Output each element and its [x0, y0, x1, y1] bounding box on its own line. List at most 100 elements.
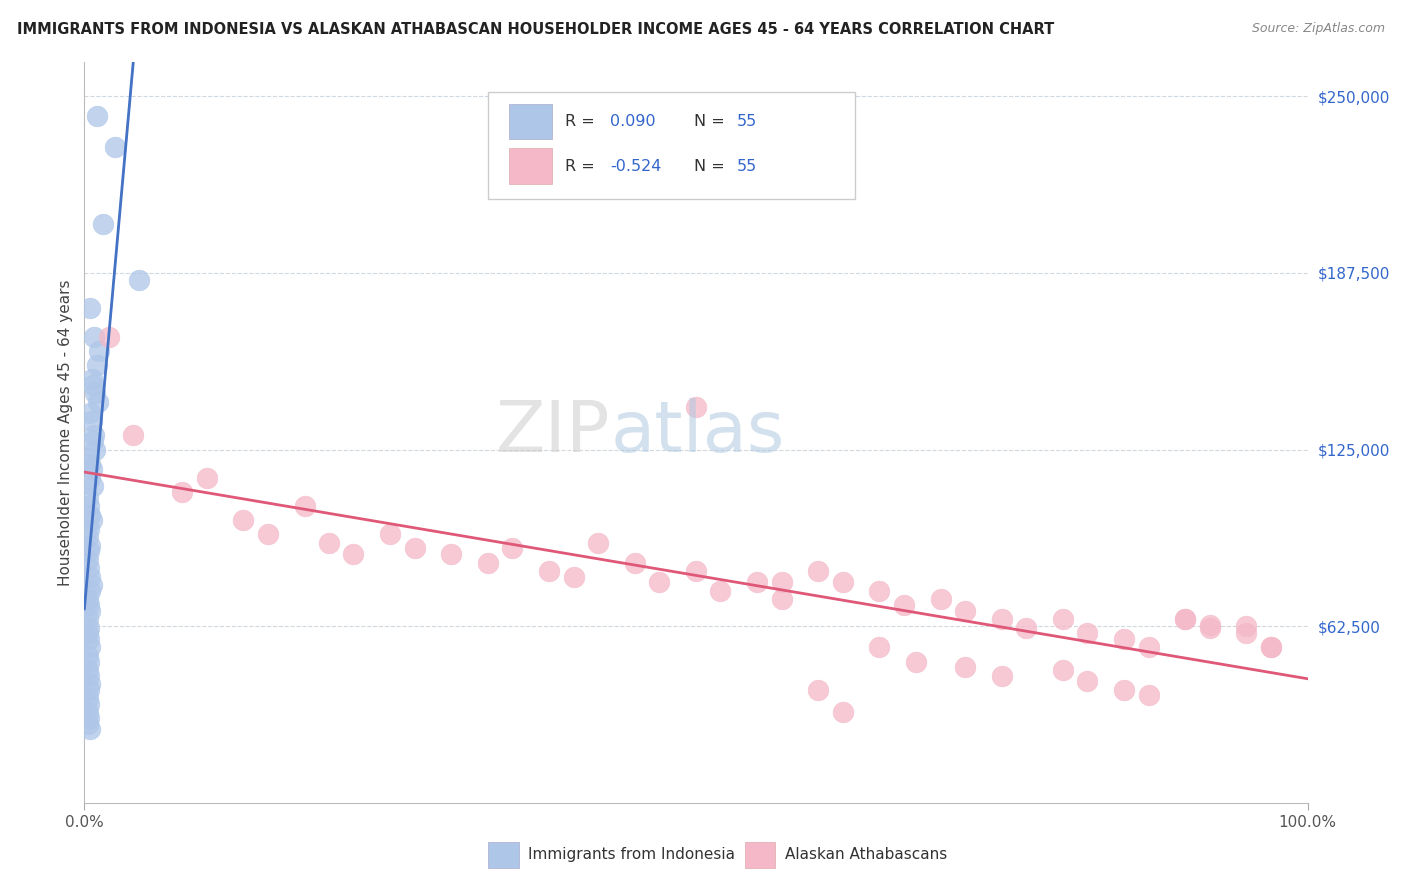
Text: R =: R =	[565, 114, 600, 129]
Point	[1114, 682, 1136, 697]
Text: ZIP: ZIP	[496, 398, 610, 467]
Text: IMMIGRANTS FROM INDONESIA VS ALASKAN ATHABASCAN HOUSEHOLDER INCOME AGES 45 - 64 : IMMIGRANTS FROM INDONESIA VS ALASKAN ATH…	[17, 22, 1054, 37]
Point	[257, 527, 280, 541]
Point	[91, 217, 114, 231]
Point	[1174, 612, 1197, 626]
Text: 55: 55	[737, 114, 756, 129]
Point	[87, 343, 110, 358]
Point	[79, 677, 101, 691]
FancyBboxPatch shape	[509, 148, 551, 184]
Point	[624, 556, 647, 570]
Point	[77, 668, 100, 682]
Point	[77, 553, 100, 567]
FancyBboxPatch shape	[509, 103, 551, 139]
Text: Alaskan Athabascans: Alaskan Athabascans	[786, 847, 948, 863]
Point	[770, 575, 793, 590]
Point	[80, 372, 103, 386]
Point	[232, 513, 254, 527]
Point	[893, 598, 915, 612]
Point	[79, 570, 101, 584]
Point	[79, 301, 101, 316]
Point	[1052, 663, 1074, 677]
Point	[685, 564, 707, 578]
Point	[87, 394, 110, 409]
Point	[77, 626, 100, 640]
Point	[1114, 632, 1136, 646]
Point	[1076, 626, 1098, 640]
Point	[79, 723, 101, 737]
Point	[80, 513, 103, 527]
Point	[1198, 621, 1220, 635]
Point	[831, 706, 853, 720]
Point	[869, 583, 891, 598]
Point	[104, 140, 127, 154]
Point	[79, 471, 101, 485]
Point	[502, 541, 524, 556]
Point	[80, 578, 103, 592]
Point	[991, 612, 1014, 626]
Point	[869, 640, 891, 655]
Point	[929, 592, 952, 607]
Point	[709, 583, 731, 598]
Point	[831, 575, 853, 590]
Point	[1076, 674, 1098, 689]
Point	[77, 612, 100, 626]
Text: Source: ZipAtlas.com: Source: ZipAtlas.com	[1251, 22, 1385, 36]
Point	[807, 682, 830, 697]
FancyBboxPatch shape	[488, 92, 855, 200]
Point	[84, 386, 107, 401]
Point	[1236, 626, 1258, 640]
Point	[195, 471, 218, 485]
Point	[86, 358, 108, 372]
Point	[77, 621, 100, 635]
Point	[905, 655, 928, 669]
Point	[79, 583, 101, 598]
Point	[77, 632, 100, 646]
Point	[82, 479, 104, 493]
Point	[77, 711, 100, 725]
Point	[128, 273, 150, 287]
Text: -0.524: -0.524	[610, 159, 662, 174]
Point	[79, 457, 101, 471]
Point	[807, 564, 830, 578]
Point	[404, 541, 426, 556]
Point	[97, 329, 120, 343]
Point	[79, 640, 101, 655]
Point	[122, 428, 145, 442]
Point	[77, 691, 100, 706]
Point	[86, 109, 108, 123]
Point	[77, 451, 100, 466]
Point	[953, 660, 976, 674]
Text: Immigrants from Indonesia: Immigrants from Indonesia	[529, 847, 735, 863]
Point	[318, 536, 340, 550]
Point	[77, 544, 100, 558]
Point	[1236, 619, 1258, 633]
Point	[1260, 640, 1282, 655]
Point	[77, 655, 100, 669]
Text: N =: N =	[693, 159, 730, 174]
Point	[1260, 640, 1282, 655]
Point	[82, 377, 104, 392]
Point	[83, 329, 105, 343]
Point	[77, 697, 100, 711]
Point	[77, 598, 100, 612]
Point	[77, 706, 100, 720]
Point	[294, 499, 316, 513]
Point	[77, 491, 100, 505]
Text: R =: R =	[565, 159, 600, 174]
FancyBboxPatch shape	[488, 842, 519, 868]
Point	[380, 527, 402, 541]
Point	[685, 400, 707, 414]
Point	[79, 604, 101, 618]
Point	[83, 428, 105, 442]
Point	[991, 668, 1014, 682]
Point	[77, 522, 100, 536]
Point	[1137, 640, 1160, 655]
Point	[79, 539, 101, 553]
Point	[80, 462, 103, 476]
Point	[586, 536, 609, 550]
Point	[770, 592, 793, 607]
Text: N =: N =	[693, 114, 730, 129]
Point	[84, 442, 107, 457]
Point	[77, 592, 100, 607]
